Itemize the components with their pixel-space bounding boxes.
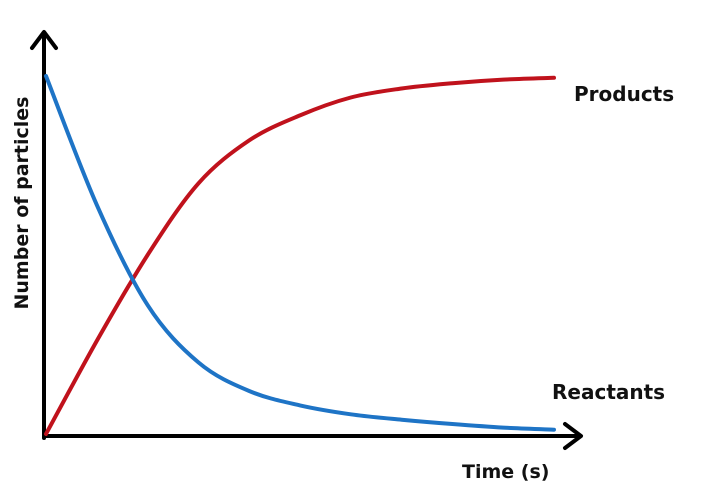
series-layer: [44, 74, 556, 436]
y-axis-arrowhead: [30, 30, 58, 50]
y-axis-label: Number of particles: [11, 97, 33, 310]
series-label-reactants: Reactants: [552, 380, 665, 404]
axes: [30, 30, 583, 450]
series-label-products: Products: [574, 82, 674, 106]
x-axis-label: Time (s): [462, 461, 549, 483]
series-line-products: [44, 75, 556, 436]
series-line-reactants: [44, 74, 556, 432]
x-axis-arrowhead: [563, 422, 583, 450]
